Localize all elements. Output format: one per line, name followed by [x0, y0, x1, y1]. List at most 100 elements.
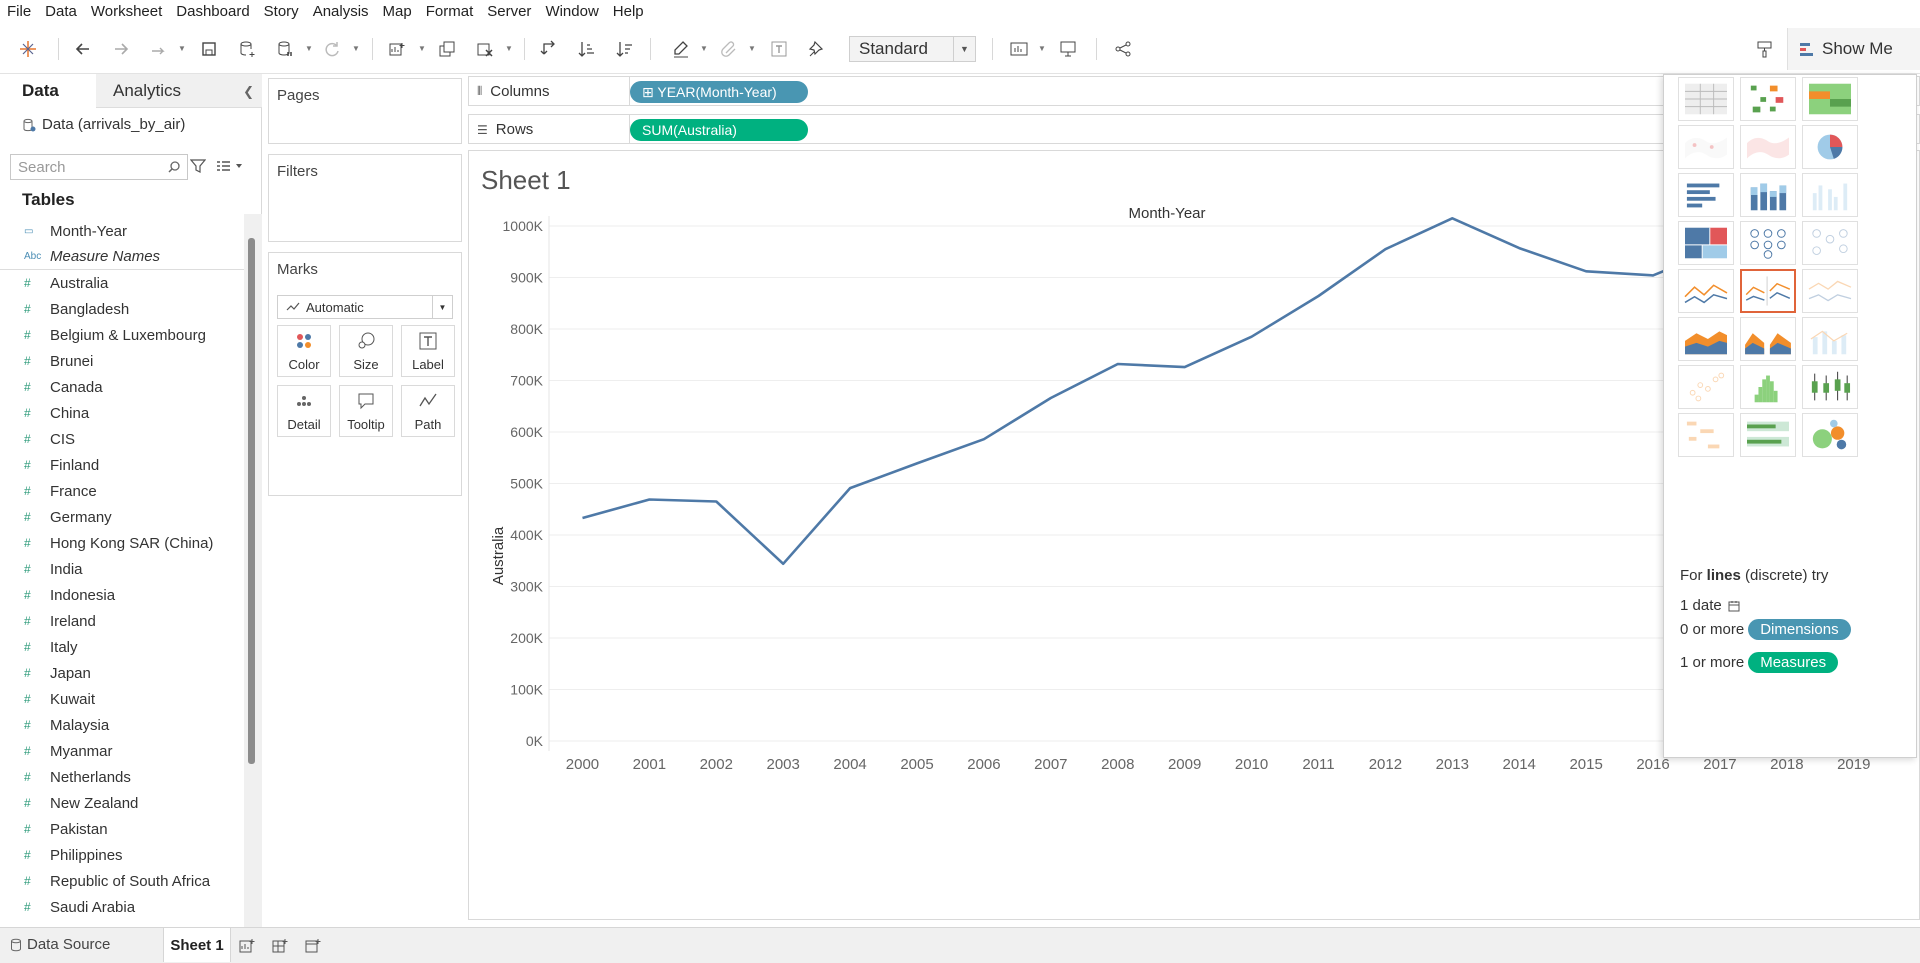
field-item[interactable]: # Brunei	[0, 348, 244, 374]
chevron-down-icon[interactable]: ▼	[418, 44, 426, 53]
field-item[interactable]: # Germany	[0, 504, 244, 530]
tooltip-button[interactable]: Tooltip	[339, 385, 393, 437]
search-input[interactable]: Search	[10, 154, 188, 180]
data-point[interactable]	[1650, 272, 1656, 278]
chevron-down-icon[interactable]: ▼	[1038, 44, 1046, 53]
data-point[interactable]	[1583, 268, 1589, 274]
share-icon[interactable]	[1110, 36, 1136, 62]
sheet-title[interactable]: Sheet 1	[481, 165, 571, 195]
size-button[interactable]: Size	[339, 325, 393, 377]
label-button[interactable]: Label	[401, 325, 455, 377]
paintbrush-icon[interactable]	[1752, 36, 1778, 62]
field-item[interactable]: # Belgium & Luxembourg	[0, 322, 244, 348]
field-item[interactable]: # New Zealand	[0, 790, 244, 816]
filter-icon[interactable]	[190, 158, 206, 174]
new-story-icon[interactable]	[304, 937, 322, 955]
box-whisker-icon[interactable]	[1802, 365, 1858, 409]
clear-icon[interactable]	[472, 36, 498, 62]
chevron-down-icon[interactable]: ▼	[748, 44, 756, 53]
scatter-plot-icon[interactable]	[1678, 365, 1734, 409]
mark-type-select[interactable]: Automatic ▼	[277, 295, 453, 319]
show-me-button[interactable]: Show Me	[1787, 28, 1920, 70]
field-item[interactable]: # Indonesia	[0, 582, 244, 608]
series-line-australia[interactable]	[582, 217, 1788, 566]
chevron-down-icon[interactable]: ▼	[505, 44, 513, 53]
horizontal-bars-icon[interactable]	[1678, 173, 1734, 217]
fit-select[interactable]: Standard ▼	[849, 36, 976, 62]
undo-icon[interactable]	[70, 36, 96, 62]
data-point[interactable]	[1249, 334, 1255, 340]
discrete-lines-icon[interactable]	[1740, 269, 1796, 313]
new-dashboard-icon[interactable]	[271, 937, 289, 955]
field-item[interactable]: # Myanmar	[0, 738, 244, 764]
field-item[interactable]: # Hong Kong SAR (China)	[0, 530, 244, 556]
group-icon[interactable]	[716, 36, 742, 62]
field-item[interactable]: # Bangladesh	[0, 296, 244, 322]
dual-combination-icon[interactable]	[1802, 317, 1858, 361]
data-point[interactable]	[1048, 395, 1054, 401]
treemap-icon[interactable]	[1678, 221, 1734, 265]
pin-icon[interactable]	[804, 36, 830, 62]
menu-format[interactable]: Format	[425, 3, 474, 20]
menu-dashboard[interactable]: Dashboard	[176, 3, 250, 20]
view-options-icon[interactable]	[216, 158, 244, 174]
area-discrete-icon[interactable]	[1740, 317, 1796, 361]
highlight-table-icon[interactable]	[1802, 77, 1858, 121]
field-item[interactable]: # Malaysia	[0, 712, 244, 738]
bullet-graph-icon[interactable]	[1740, 413, 1796, 457]
field-item[interactable]: # Netherlands	[0, 764, 244, 790]
chevron-down-icon[interactable]: ▼	[352, 44, 360, 53]
menu-analysis[interactable]: Analysis	[312, 3, 369, 20]
continuous-lines-icon[interactable]	[1678, 269, 1734, 313]
chevron-down-icon[interactable]: ▼	[432, 296, 452, 318]
field-item[interactable]: # Ireland	[0, 608, 244, 634]
menu-worksheet[interactable]: Worksheet	[90, 3, 163, 20]
filled-map-icon[interactable]	[1740, 125, 1796, 169]
detail-button[interactable]: Detail	[277, 385, 331, 437]
field-item[interactable]: # Italy	[0, 634, 244, 660]
sort-ascending-icon[interactable]	[574, 36, 600, 62]
menu-server[interactable]: Server	[487, 3, 532, 20]
tab-analytics[interactable]: Analytics ❮	[96, 74, 262, 108]
columns-pill[interactable]: ⊞ YEAR(Month-Year)	[630, 81, 808, 103]
data-point[interactable]	[1516, 245, 1522, 251]
chevron-down-icon[interactable]: ▼	[953, 37, 975, 61]
new-datasource-icon[interactable]	[234, 36, 260, 62]
data-point[interactable]	[914, 460, 920, 466]
refresh-icon[interactable]	[319, 36, 345, 62]
duplicate-icon[interactable]	[434, 36, 460, 62]
chevron-down-icon[interactable]: ▼	[305, 44, 313, 53]
pie-chart-icon[interactable]	[1802, 125, 1858, 169]
area-continuous-icon[interactable]	[1678, 317, 1734, 361]
gantt-chart-icon[interactable]	[1678, 413, 1734, 457]
data-point[interactable]	[713, 499, 719, 505]
filters-card[interactable]: Filters	[268, 154, 462, 242]
menu-help[interactable]: Help	[612, 3, 644, 20]
rows-pill[interactable]: SUM(Australia)	[630, 119, 808, 141]
field-item[interactable]: # Philippines	[0, 842, 244, 868]
tab-data-source[interactable]: Data Source	[10, 936, 110, 953]
field-item[interactable]: # Kuwait	[0, 686, 244, 712]
circle-view-icon[interactable]	[1740, 221, 1796, 265]
data-point[interactable]	[646, 496, 652, 502]
stacked-bars-icon[interactable]	[1740, 173, 1796, 217]
data-point[interactable]	[1315, 293, 1321, 299]
highlight-icon[interactable]	[668, 36, 694, 62]
field-item[interactable]: # Japan	[0, 660, 244, 686]
fit-icon[interactable]	[1006, 36, 1032, 62]
field-item[interactable]: # Australia	[0, 270, 244, 296]
tab-sheet-1[interactable]: Sheet 1	[163, 928, 231, 962]
chevron-down-icon[interactable]: ▼	[178, 44, 186, 53]
presentation-icon[interactable]	[1055, 36, 1081, 62]
color-button[interactable]: Color	[277, 325, 331, 377]
field-item[interactable]: # CIS	[0, 426, 244, 452]
menu-file[interactable]: File	[7, 3, 32, 20]
menu-map[interactable]: Map	[382, 3, 412, 20]
data-point[interactable]	[981, 436, 987, 442]
tableau-logo-icon[interactable]	[15, 36, 41, 62]
field-item[interactable]: ▭ Month-Year	[0, 218, 244, 244]
menu-window[interactable]: Window	[545, 3, 599, 20]
data-point[interactable]	[1382, 246, 1388, 252]
field-item[interactable]: # France	[0, 478, 244, 504]
replay-icon[interactable]	[146, 36, 172, 62]
